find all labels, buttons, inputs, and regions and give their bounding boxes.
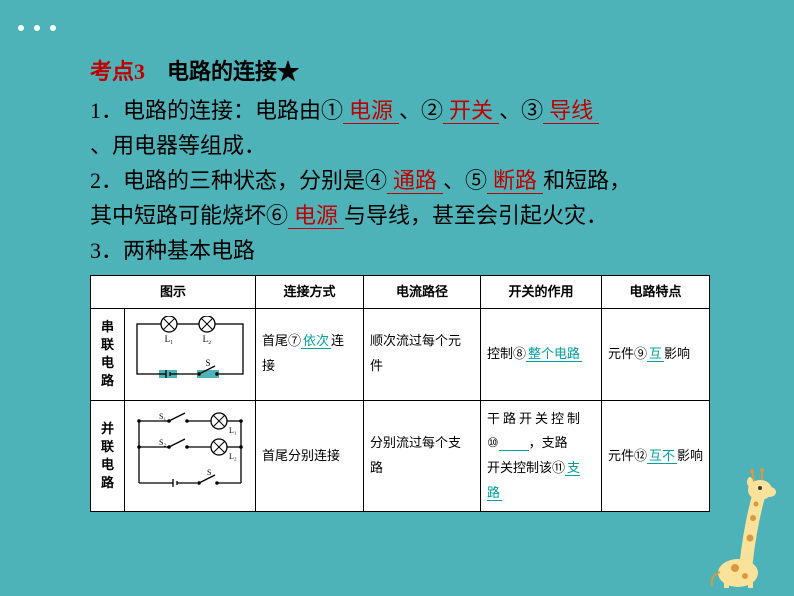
- text: 串联电路: [101, 319, 114, 389]
- text: 首尾⑦: [262, 333, 301, 348]
- svg-text:L₂: L₂: [203, 334, 212, 344]
- parallel-diagram-cell: S₁ L₁ S₂ L₂: [125, 400, 256, 512]
- text: 并联电路: [101, 421, 114, 491]
- th-diagram: 图示: [91, 276, 256, 309]
- text: 与导线，甚至会引起火灾．: [344, 203, 608, 228]
- blank-6: 电源: [288, 203, 344, 229]
- series-diagram-cell: L₁ L₂ S: [125, 308, 256, 400]
- text: 、用电器等组成．: [90, 133, 266, 158]
- text: 开关控制该⑪: [487, 460, 565, 475]
- series-connect: 首尾⑦依次连接: [256, 308, 364, 400]
- blank-4: 通路: [387, 168, 443, 194]
- text: 元件⑨: [608, 346, 647, 361]
- paragraph-3: 3．两种基本电路: [90, 234, 704, 267]
- text: 影响: [664, 346, 690, 361]
- text: 其中短路可能烧坏⑥: [90, 203, 288, 228]
- topic-title: 考点3 电路的连接★: [90, 55, 704, 88]
- paragraph-1b: 、用电器等组成．: [90, 129, 704, 162]
- parallel-connect: 首尾分别连接: [256, 400, 364, 512]
- topic-name: 电路的连接★: [145, 59, 299, 84]
- paragraph-1: 1．电路的连接：电路由①电源、②开关、③导线: [90, 94, 704, 127]
- text: ⑩: [487, 435, 499, 450]
- fill-7: 依次: [301, 333, 331, 349]
- text: 2．电路的三种状态，分别是④: [90, 168, 387, 193]
- text: 和短路，: [543, 168, 631, 193]
- parallel-path: 分别流过每个支路: [364, 400, 481, 512]
- text: 1．电路的连接：电路由①: [90, 98, 343, 123]
- blank-3: 导线: [543, 98, 599, 124]
- circuit-table-wrap: 图示 连接方式 电流路径 开关的作用 电路特点 串联电路: [90, 275, 704, 512]
- series-switch: 控制⑧整个电路: [480, 308, 601, 400]
- blank-2: 开关: [443, 98, 499, 124]
- text: 影响: [677, 448, 703, 463]
- series-path: 顺次流过每个元件: [364, 308, 481, 400]
- series-circuit-icon: L₁ L₂ S: [129, 316, 251, 386]
- topic-number: 考点3: [90, 59, 145, 84]
- text: ，支路: [529, 435, 568, 450]
- fill-10: [499, 435, 529, 451]
- text: 3．两种基本电路: [90, 238, 255, 263]
- svg-text:S: S: [205, 358, 210, 368]
- paragraph-2b: 其中短路可能烧坏⑥电源与导线，甚至会引起火灾．: [90, 199, 704, 232]
- corner-dots: [18, 18, 66, 36]
- slide-content: 考点3 电路的连接★ 1．电路的连接：电路由①电源、②开关、③导线 、用电器等组…: [0, 0, 794, 512]
- fill-12: 互不: [647, 448, 677, 464]
- svg-text:S: S: [207, 468, 211, 477]
- th-connect: 连接方式: [256, 276, 364, 309]
- table-row: 并联电路 S₁ L₁: [91, 400, 710, 512]
- parallel-feature: 元件⑫互不影响: [601, 400, 709, 512]
- svg-text:S₁: S₁: [159, 412, 166, 421]
- text: 干路开关控制: [487, 411, 583, 426]
- paragraph-2: 2．电路的三种状态，分别是④通路、⑤断路和短路，: [90, 164, 704, 197]
- svg-text:L₂: L₂: [229, 452, 237, 461]
- blank-5: 断路: [487, 168, 543, 194]
- text: 元件⑫: [608, 448, 647, 463]
- table-header-row: 图示 连接方式 电流路径 开关的作用 电路特点: [91, 276, 710, 309]
- text: 、⑤: [443, 168, 487, 193]
- giraffe-icon: [700, 468, 780, 588]
- svg-text:S₂: S₂: [159, 438, 166, 447]
- series-feature: 元件⑨互影响: [601, 308, 709, 400]
- th-path: 电流路径: [364, 276, 481, 309]
- parallel-circuit-icon: S₁ L₁ S₂ L₂: [129, 411, 251, 495]
- fill-8: 整个电路: [526, 346, 582, 362]
- parallel-switch: 干路开关控制 ⑩ ，支路 开关控制该⑪支路: [480, 400, 601, 512]
- text: 、②: [399, 98, 443, 123]
- th-switch: 开关的作用: [480, 276, 601, 309]
- blank-1: 电源: [343, 98, 399, 124]
- th-feature: 电路特点: [601, 276, 709, 309]
- text: 、③: [499, 98, 543, 123]
- svg-text:L₁: L₁: [229, 426, 237, 435]
- row-name-series: 串联电路: [91, 308, 125, 400]
- fill-9: 互: [647, 346, 664, 362]
- row-name-parallel: 并联电路: [91, 400, 125, 512]
- text: 控制⑧: [487, 346, 526, 361]
- circuit-table: 图示 连接方式 电流路径 开关的作用 电路特点 串联电路: [90, 275, 710, 512]
- table-row: 串联电路 L₁ L₂: [91, 308, 710, 400]
- svg-text:L₁: L₁: [165, 334, 174, 344]
